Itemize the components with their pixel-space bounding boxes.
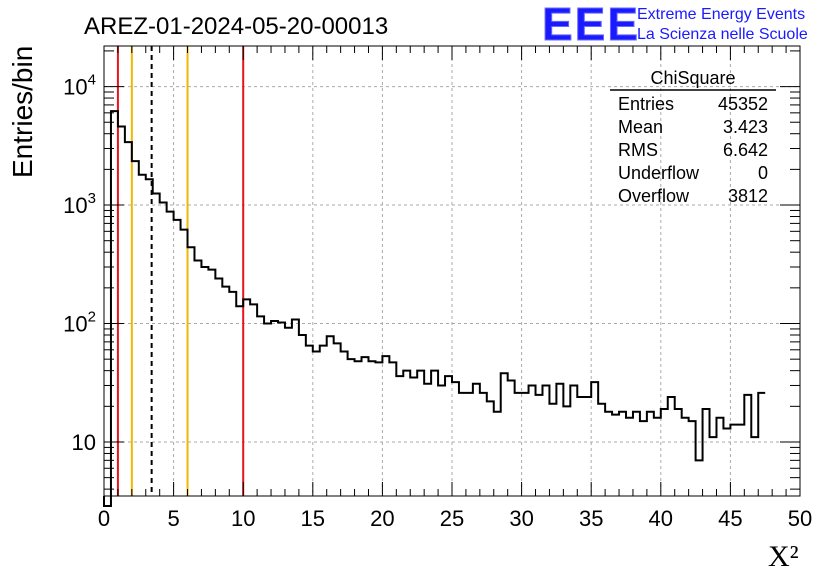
x-tick-label: 0	[98, 506, 110, 531]
x-tick-label: 20	[370, 506, 394, 531]
stats-row-value: 45352	[718, 94, 768, 114]
y-tick-label: 102	[63, 309, 96, 337]
stats-row-label: Entries	[618, 94, 674, 114]
stats-box: ChiSquare Entries 45352 Mean 3.423 RMS 6.642 U…	[610, 68, 776, 206]
eee-logo: EEE Extreme Energy Events La Scienza nel…	[542, 0, 808, 51]
chart-title: AREZ-01-2024-05-20-00013	[84, 13, 388, 40]
x-tick-labels: 0 5 10 15 20 25 30 35 40 45 50	[98, 506, 812, 531]
x-tick-label: 50	[788, 506, 812, 531]
stats-row-label: Mean	[618, 117, 663, 137]
histogram-step-line	[103, 110, 766, 507]
y-tick-label: 103	[63, 190, 96, 218]
stats-row-label: Underflow	[618, 163, 700, 183]
stats-row-value: 6.642	[723, 140, 768, 160]
stats-row-label: RMS	[618, 140, 658, 160]
axis-ticks	[103, 46, 801, 496]
y-tick-label: 104	[63, 72, 96, 100]
x-tick-label: 35	[579, 506, 603, 531]
stats-box-rows: Entries 45352 Mean 3.423 RMS 6.642 Underflow 0 O…	[618, 94, 768, 206]
x-tick-label: 10	[231, 506, 255, 531]
x-tick-label: 15	[301, 506, 325, 531]
x-axis-label: X²	[768, 540, 799, 572]
eee-logo-mark: EEE	[542, 0, 640, 50]
eee-logo-line1: Extreme Energy Events	[637, 6, 805, 23]
x-tick-label: 30	[509, 506, 533, 531]
eee-logo-line2: La Scienza nelle Scuole	[637, 26, 808, 43]
stats-row-value: 0	[758, 163, 768, 183]
stats-box-title: ChiSquare	[650, 68, 735, 88]
histogram-series	[103, 110, 766, 507]
y-tick-label: 10	[72, 430, 96, 455]
x-tick-label: 40	[649, 506, 673, 531]
y-axis-label: Entries/bin	[7, 46, 38, 178]
y-tick-labels: 10 102 103 104	[63, 72, 96, 455]
x-tick-label: 45	[718, 506, 742, 531]
stats-row-label: Overflow	[618, 186, 690, 206]
stats-row-value: 3812	[728, 186, 768, 206]
stats-row-value: 3.423	[723, 117, 768, 137]
x-tick-label: 25	[440, 506, 464, 531]
reference-lines	[116, 46, 245, 496]
x-tick-label: 5	[167, 506, 179, 531]
